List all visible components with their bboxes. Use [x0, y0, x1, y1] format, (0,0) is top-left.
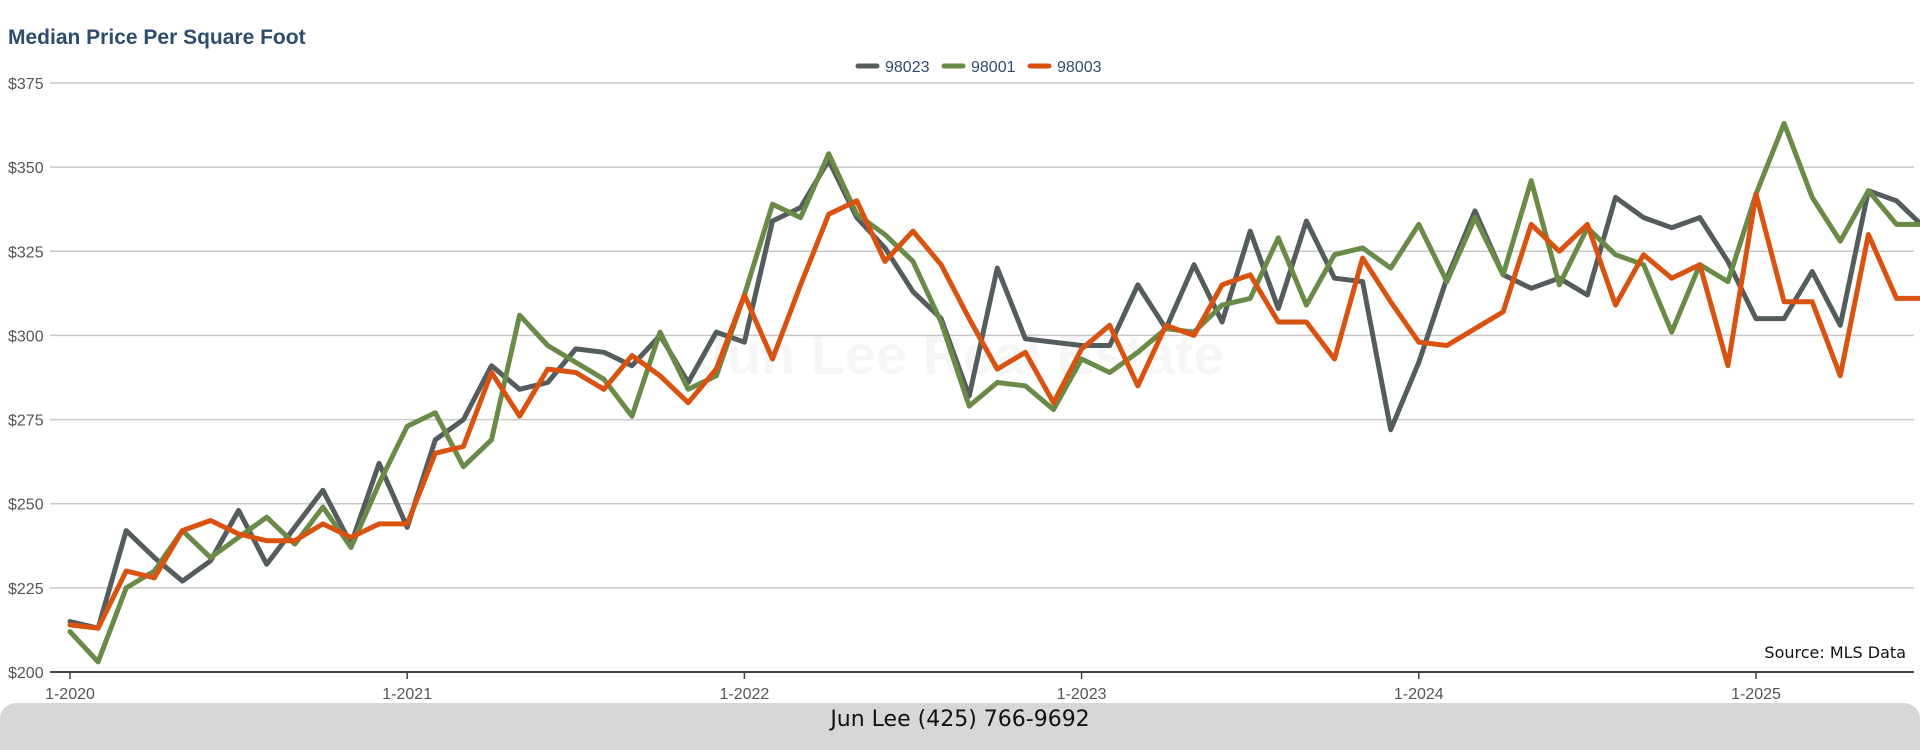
y-tick-label: $225 [8, 581, 44, 598]
series-line-98023 [67, 157, 1920, 631]
y-tick-label: $250 [8, 497, 44, 514]
legend-label-98023: 98023 [885, 59, 930, 76]
chart-title: Median Price Per Square Foot [8, 26, 306, 49]
legend: 98023 98001 98003 [855, 59, 1102, 76]
footer-contact: Jun Lee (425) 766-9692 [830, 707, 1090, 732]
y-tick-label: $300 [8, 328, 44, 345]
x-tick-label: 1-2024 [1394, 686, 1444, 703]
x-tick-label: 1-2021 [382, 686, 432, 703]
x-axis-ticks: 1-2020 1-2021 1-2022 1-2023 1-2024 1-2025 [45, 672, 1781, 703]
series-lines [67, 120, 1920, 665]
grid-lines [50, 82, 1914, 673]
x-tick-label: 1-2025 [1731, 686, 1781, 703]
series-line-98003 [67, 191, 1920, 631]
y-tick-label: $275 [8, 413, 44, 430]
source-note: Source: MLS Data [1764, 643, 1906, 662]
legend-label-98001: 98001 [971, 59, 1016, 76]
x-tick-label: 1-2022 [719, 686, 769, 703]
x-tick-label: 1-2020 [45, 686, 95, 703]
y-tick-label: $350 [8, 160, 44, 177]
y-tick-label: $325 [8, 244, 44, 261]
x-tick-label: 1-2023 [1057, 686, 1107, 703]
y-tick-label: $375 [8, 76, 44, 93]
series-line-98001 [67, 120, 1920, 665]
y-axis-ticks: $200 $225 $250 $275 $300 $325 $350 $375 [8, 76, 44, 682]
y-tick-label: $200 [8, 665, 44, 682]
legend-label-98003: 98003 [1057, 59, 1102, 76]
footer-bar [0, 703, 1920, 750]
